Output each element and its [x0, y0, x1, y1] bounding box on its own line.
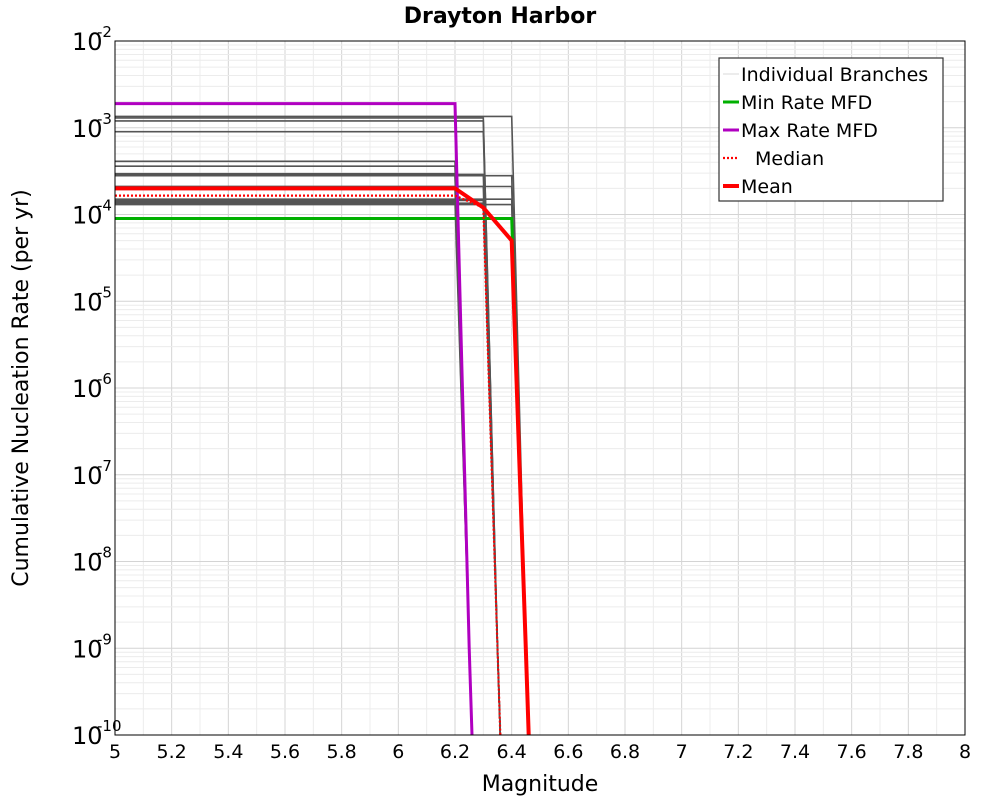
branch-line [115, 198, 530, 736]
legend-label: Min Rate MFD [741, 92, 872, 114]
y-tick-label: 10 [72, 722, 103, 750]
y-tick-label: 10 [72, 375, 103, 403]
branch-line [115, 172, 473, 736]
x-tick-label: 7.4 [780, 741, 810, 763]
y-tick-exponent: -6 [97, 370, 112, 388]
x-tick-label: 7 [676, 741, 688, 763]
x-tick-label: 6.6 [553, 741, 583, 763]
x-tick-label: 5 [109, 741, 121, 763]
y-tick-label: 10 [72, 28, 103, 56]
x-tick-label: 5.4 [213, 741, 243, 763]
x-axis-ticks: 5 5.2 5.4 5.6 5.8 6 6.2 6.4 6.6 6.8 7 7.2 7.4 7.6 7.8 8 [109, 741, 971, 763]
branch-line [115, 199, 502, 736]
legend-label: Individual Branches [741, 64, 928, 86]
y-tick-label: 10 [72, 549, 103, 577]
x-tick-label: 6.2 [440, 741, 470, 763]
plot-frame [114, 40, 966, 736]
x-tick-label: 8 [959, 741, 971, 763]
y-tick-label: 10 [72, 288, 103, 316]
y-tick-exponent: -2 [97, 23, 112, 41]
branch-line [115, 165, 473, 736]
branch-line [115, 203, 530, 736]
y-tick-exponent: -4 [97, 197, 112, 215]
branch-line [115, 201, 473, 736]
x-tick-label: 7.6 [837, 741, 867, 763]
x-tick-label: 6 [392, 741, 404, 763]
branch-line [115, 120, 502, 736]
y-axis-label: Cumulative Nucleation Rate (per yr) [9, 189, 34, 587]
legend-label: Mean [741, 176, 793, 198]
x-tick-label: 5.8 [327, 741, 357, 763]
y-tick-exponent: -7 [97, 457, 112, 475]
median-line [115, 194, 502, 736]
chart-title: Drayton Harbor [404, 4, 597, 29]
x-tick-label: 6.8 [610, 741, 640, 763]
series-layer [115, 102, 531, 736]
y-tick-label: 10 [72, 202, 103, 230]
branch-line [115, 117, 502, 736]
y-tick-exponent: -3 [97, 110, 112, 128]
legend-box [718, 57, 944, 202]
y-tick-exponent: -10 [97, 717, 122, 735]
x-tick-label: 7.2 [723, 741, 753, 763]
legend-label: Max Rate MFD [741, 120, 878, 142]
legend: Individual Branches Min Rate MFD Max Rate … [718, 57, 944, 202]
legend-label: Median [755, 148, 824, 170]
x-tick-label: 7.8 [893, 741, 923, 763]
branch-line [115, 188, 473, 736]
x-axis-label: Magnitude [482, 772, 599, 797]
y-tick-label: 10 [72, 462, 103, 490]
mean-line [115, 186, 531, 736]
x-tick-label: 6.4 [497, 741, 527, 763]
branch-line [115, 185, 530, 736]
min-rate-line [115, 217, 531, 736]
branch-line [115, 185, 502, 736]
x-tick-label: 5.6 [270, 741, 300, 763]
y-tick-exponent: -5 [97, 283, 112, 301]
y-tick-label: 10 [72, 115, 103, 143]
branch-line [115, 173, 502, 736]
branch-line [115, 115, 530, 736]
branch-line [115, 202, 502, 736]
max-rate-line [115, 102, 474, 736]
y-tick-exponent: -8 [97, 544, 112, 562]
x-tick-label: 5.2 [157, 741, 187, 763]
y-tick-label: 10 [72, 635, 103, 663]
y-tick-exponent: -9 [97, 630, 112, 648]
